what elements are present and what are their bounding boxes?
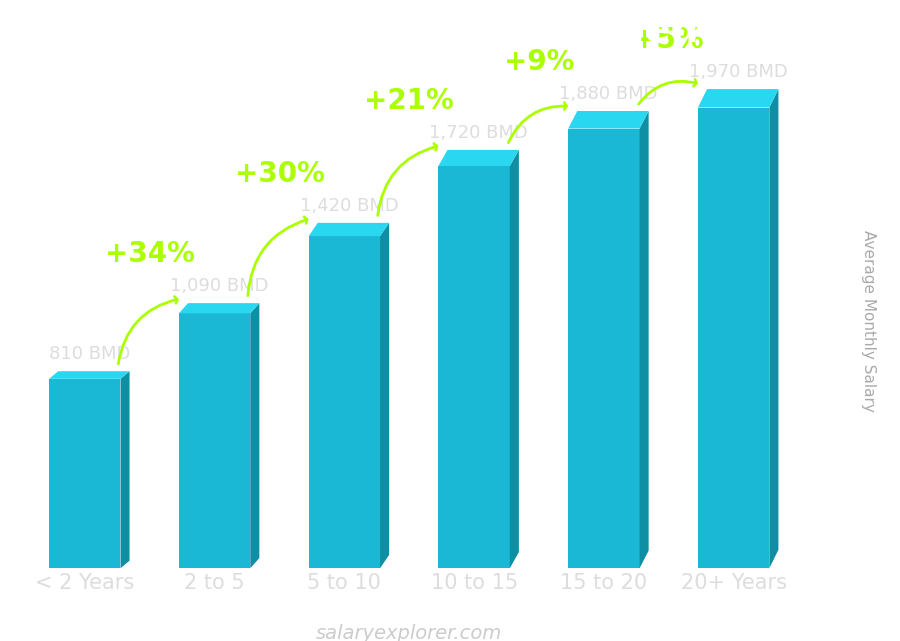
Text: +21%: +21%	[364, 87, 454, 115]
Polygon shape	[179, 303, 259, 313]
Text: 810 BMD: 810 BMD	[49, 345, 130, 363]
Polygon shape	[568, 111, 649, 129]
Polygon shape	[438, 150, 519, 166]
Polygon shape	[509, 150, 519, 568]
Text: 1,720 BMD: 1,720 BMD	[429, 124, 528, 142]
Polygon shape	[698, 89, 778, 108]
Bar	[50, 379, 121, 568]
Polygon shape	[770, 89, 778, 568]
Bar	[698, 108, 770, 568]
Bar	[179, 313, 250, 568]
Bar	[309, 236, 380, 568]
Text: Salary Comparison By Experience: Salary Comparison By Experience	[14, 12, 748, 49]
Text: 1,090 BMD: 1,090 BMD	[170, 277, 268, 295]
Polygon shape	[309, 223, 389, 236]
Text: +9%: +9%	[504, 48, 574, 76]
Polygon shape	[50, 371, 130, 379]
Polygon shape	[250, 303, 259, 568]
Bar	[568, 129, 640, 568]
Text: Office Manager: Office Manager	[14, 54, 204, 78]
Text: 1,970 BMD: 1,970 BMD	[688, 63, 788, 81]
Text: Average Monthly Salary: Average Monthly Salary	[861, 229, 876, 412]
Text: +30%: +30%	[235, 160, 324, 188]
Polygon shape	[121, 371, 130, 568]
Bar	[438, 166, 509, 568]
Text: 1,880 BMD: 1,880 BMD	[559, 85, 658, 103]
Polygon shape	[640, 111, 649, 568]
Text: 1,420 BMD: 1,420 BMD	[300, 197, 399, 215]
Polygon shape	[380, 223, 389, 568]
Text: salaryexplorer.com: salaryexplorer.com	[316, 624, 502, 641]
Text: +5%: +5%	[634, 26, 704, 54]
Text: +34%: +34%	[104, 240, 194, 268]
